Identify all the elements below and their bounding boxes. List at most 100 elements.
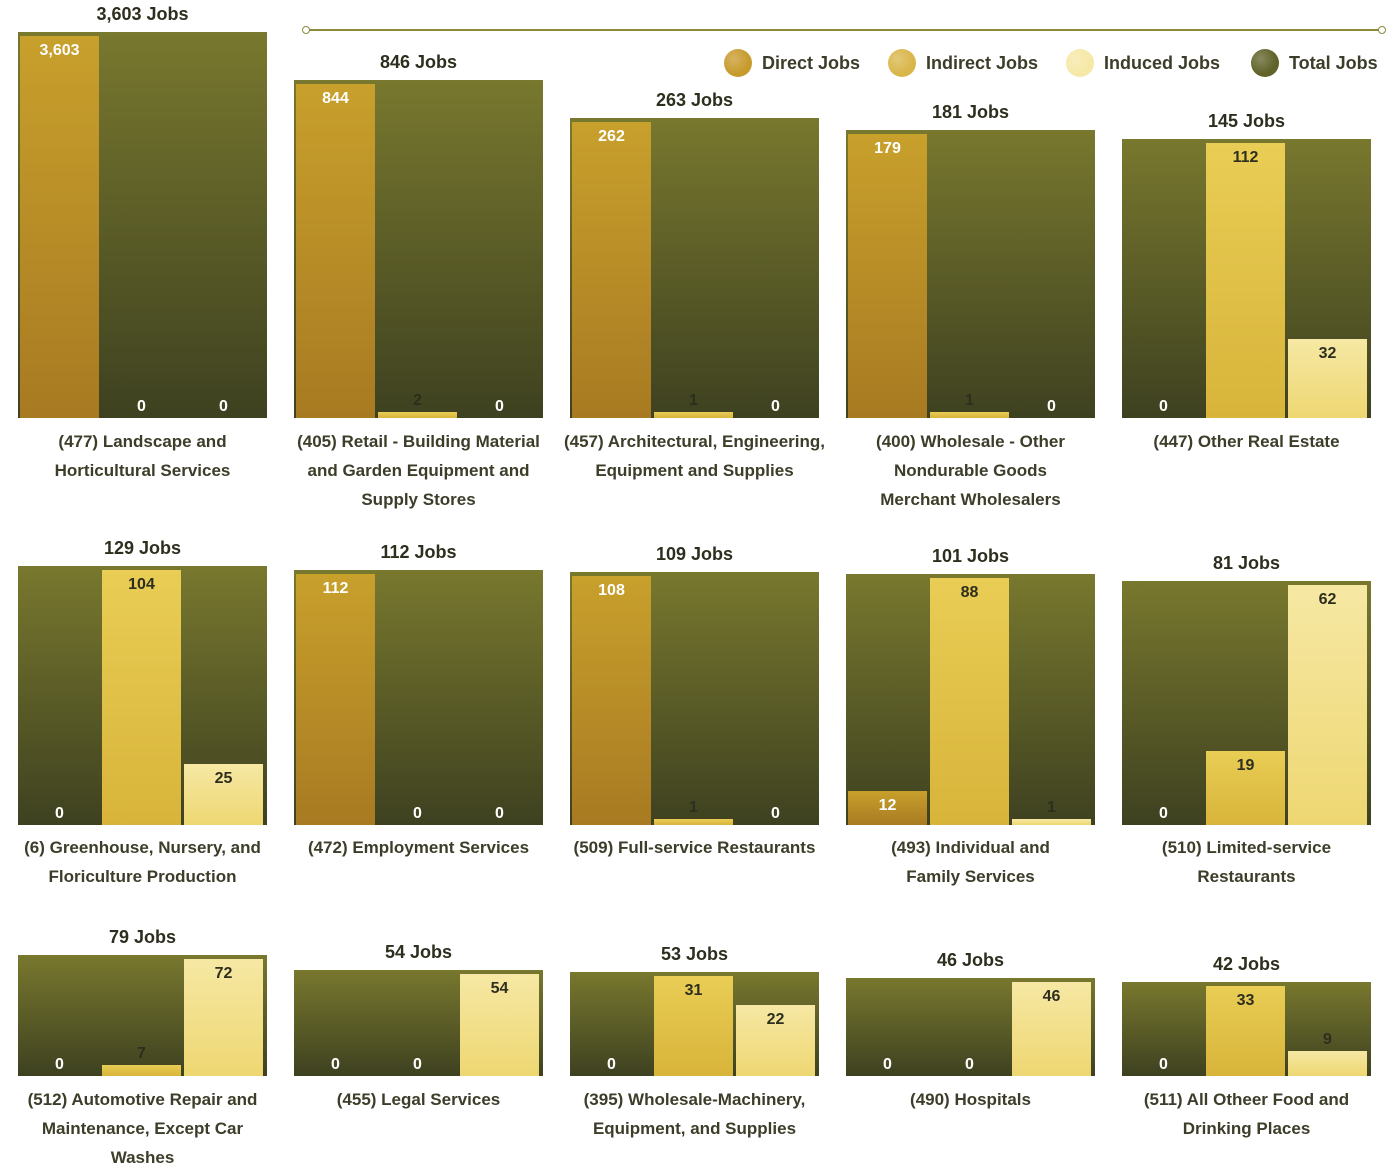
total-jobs-bar: 0 7 72 — [18, 955, 267, 1076]
bar-value-label: 9 — [1323, 1031, 1332, 1048]
panel-total-label: 53 Jobs — [660, 944, 729, 964]
bar-value-label: 32 — [1318, 345, 1337, 362]
chart-panel: 263 Jobs 262 1 0 — [570, 88, 819, 418]
bar-value-label: 31 — [684, 982, 703, 999]
total-jobs-bar: 0 112 32 — [1122, 139, 1371, 418]
chart-panel: 53 Jobs 0 31 22 — [570, 942, 819, 1076]
legend-label: Induced Jobs — [1104, 52, 1221, 73]
bar-value-label: 112 — [1232, 149, 1259, 166]
panel-total-label: 42 Jobs — [1212, 954, 1281, 974]
bar-value-label: 0 — [55, 805, 64, 822]
legend-label: Direct Jobs — [762, 52, 861, 73]
legend-circle-icon — [1251, 49, 1279, 77]
category-label-line: Restaurants — [1197, 867, 1296, 886]
category-label-line: (509) Full-service Restaurants — [573, 838, 816, 857]
bar-value-label: 88 — [960, 584, 979, 601]
panel-total-label: 145 Jobs — [1207, 111, 1286, 131]
category-label-line: Family Services — [906, 867, 1035, 886]
indirect-jobs-bar — [1206, 143, 1285, 418]
bar-value-label: 179 — [874, 140, 901, 157]
legend-item: Total Jobs — [1251, 48, 1378, 78]
category-label-line: Drinking Places — [1182, 1119, 1311, 1138]
category-label-line: and Garden Equipment and — [307, 461, 530, 480]
category-label: (493) Individual and Family Services — [836, 833, 1105, 891]
chart-panel: 101 Jobs 12 88 1 — [846, 544, 1095, 825]
chart-panel: 109 Jobs 108 1 0 — [570, 542, 819, 825]
induced-jobs-bar — [184, 959, 263, 1076]
induced-jobs-bar — [736, 1005, 815, 1076]
total-jobs-bar: 0 31 22 — [570, 972, 819, 1076]
total-jobs-bar: 0 0 46 — [846, 978, 1095, 1076]
indirect-jobs-bar — [654, 976, 733, 1076]
category-label: (400) Wholesale - Other Nondurable Goods M… — [836, 427, 1105, 514]
legend-item: Indirect Jobs — [888, 48, 1038, 78]
direct-jobs-bar — [848, 134, 927, 418]
indirect-jobs-bar — [930, 412, 1009, 418]
bar-value-label: 72 — [214, 965, 233, 982]
category-label: (512) Automotive Repair and Maintenance, … — [8, 1085, 277, 1172]
category-label-line: Floriculture Production — [48, 867, 237, 886]
bar-value-label: 0 — [1159, 398, 1168, 415]
category-label: (405) Retail - Building Material and Gard… — [284, 427, 553, 514]
induced-jobs-bar — [184, 764, 263, 825]
bar-value-label: 108 — [598, 582, 625, 599]
bar-value-label: 0 — [55, 1056, 64, 1073]
category-label-line: (395) Wholesale-Machinery, — [583, 1090, 806, 1109]
bar-value-label: 46 — [1042, 988, 1061, 1005]
category-label-line: (6) Greenhouse, Nursery, and — [24, 838, 261, 857]
panel-total-label: 81 Jobs — [1212, 553, 1281, 573]
category-label: (511) All Otheer Food and Drinking Places — [1112, 1085, 1381, 1143]
bar-value-label: 12 — [878, 797, 897, 814]
indirect-jobs-bar — [102, 1065, 181, 1076]
induced-jobs-bar — [1012, 819, 1091, 825]
total-jobs-bar: 262 1 0 — [570, 118, 819, 418]
bar-value-label: 1 — [689, 799, 698, 816]
panel-total-label: 846 Jobs — [379, 52, 458, 72]
bar-value-label: 104 — [128, 576, 155, 593]
indirect-jobs-bar — [930, 578, 1009, 825]
induced-jobs-bar — [1288, 1051, 1367, 1076]
category-label-line: (405) Retail - Building Material — [297, 432, 540, 451]
category-label-line: (472) Employment Services — [307, 838, 530, 857]
legend-item: Direct Jobs — [724, 48, 860, 78]
panel-total-label: 46 Jobs — [936, 950, 1005, 970]
bar-value-label: 0 — [883, 1056, 892, 1073]
indirect-jobs-bar — [654, 412, 733, 418]
total-jobs-bar: 0 33 9 — [1122, 982, 1371, 1076]
legend-circle-icon — [888, 49, 916, 77]
bar-value-label: 25 — [214, 770, 233, 787]
bar-value-label: 1 — [1047, 799, 1056, 816]
legend-circle-icon — [1066, 49, 1094, 77]
induced-jobs-bar — [1012, 982, 1091, 1076]
chart-panel: 81 Jobs 0 19 62 — [1122, 551, 1371, 825]
bar-value-label: 0 — [1159, 805, 1168, 822]
category-label-line: Maintenance, Except Car Washes — [41, 1119, 244, 1167]
bar-value-label: 0 — [1159, 1056, 1168, 1073]
bar-value-label: 0 — [1047, 398, 1056, 415]
panel-total-label: 3,603 Jobs — [96, 4, 189, 24]
category-label: (490) Hospitals — [836, 1085, 1105, 1114]
direct-jobs-bar — [848, 791, 927, 825]
panel-total-label: 112 Jobs — [380, 542, 457, 562]
bar-value-label: 112 — [322, 580, 349, 597]
chart-panel: 46 Jobs 0 0 46 — [846, 948, 1095, 1076]
category-label-line: (493) Individual and — [891, 838, 1050, 857]
induced-jobs-bar — [460, 974, 539, 1076]
bar-value-label: 33 — [1236, 992, 1255, 1009]
panel-total-label: 101 Jobs — [931, 546, 1010, 566]
total-jobs-bar: 108 1 0 — [570, 572, 819, 825]
direct-jobs-bar — [572, 576, 651, 825]
total-jobs-bar: 0 0 54 — [294, 970, 543, 1076]
category-label-line: (400) Wholesale - Other — [876, 432, 1065, 451]
category-label: (447) Other Real Estate — [1112, 427, 1381, 456]
category-label-line: (510) Limited-service — [1161, 838, 1332, 857]
panel-total-label: 181 Jobs — [931, 102, 1010, 122]
direct-jobs-bar — [20, 36, 99, 418]
category-label-line: (512) Automotive Repair and — [27, 1090, 258, 1109]
category-label: (509) Full-service Restaurants — [560, 833, 829, 862]
chart-legend: Direct Jobs Indirect Jobs Induced Jobs Tota… — [0, 48, 1388, 78]
bar-value-label: 2 — [413, 392, 422, 409]
category-label-line: Horticultural Services — [54, 461, 231, 480]
bar-value-label: 19 — [1236, 757, 1255, 774]
direct-jobs-bar — [572, 122, 651, 418]
